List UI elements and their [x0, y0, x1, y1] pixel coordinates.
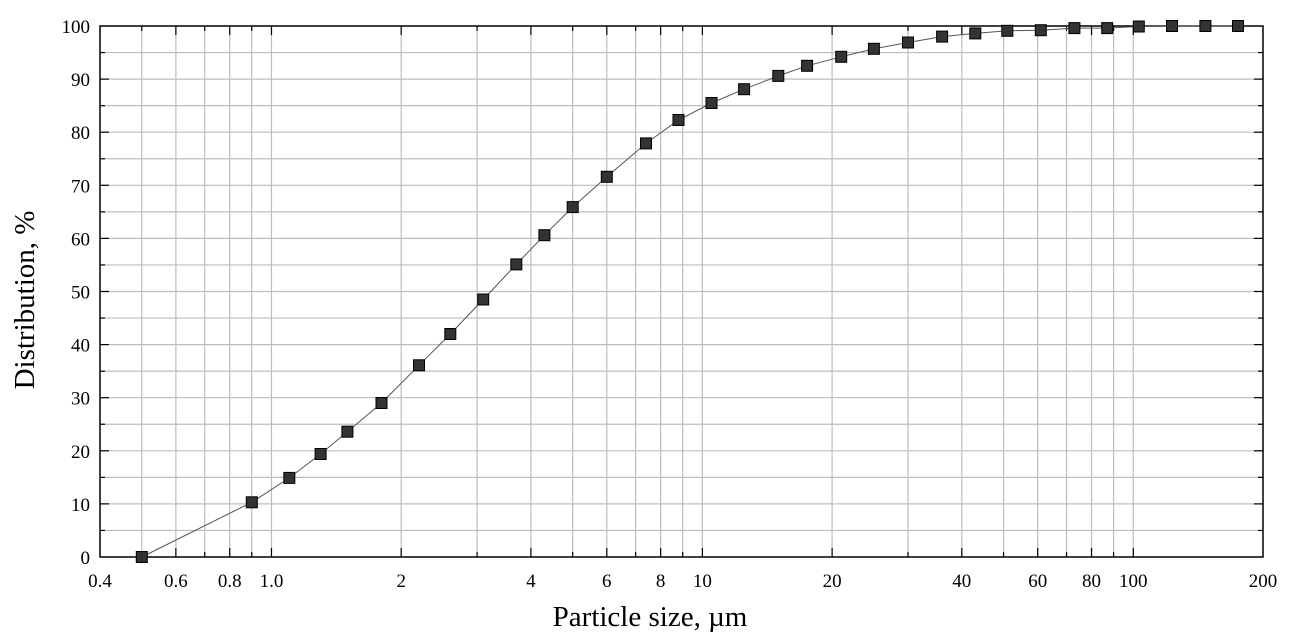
x-tick-label: 0.4: [88, 571, 112, 592]
y-tick-label: 20: [71, 442, 90, 463]
x-tick-label: 6: [602, 571, 612, 592]
data-point-marker: [902, 36, 914, 49]
data-point-marker: [341, 425, 354, 438]
data-point-marker: [1132, 20, 1145, 33]
data-point-marker: [245, 496, 258, 509]
data-point-marker: [801, 59, 814, 72]
data-point-marker: [1166, 20, 1178, 32]
y-tick-label: 60: [71, 229, 90, 250]
x-tick-label: 1.0: [260, 571, 284, 592]
data-point-marker: [1101, 22, 1114, 35]
x-tick-label: 80: [1082, 571, 1101, 592]
x-tick-label: 8: [656, 571, 666, 592]
data-point-marker: [772, 69, 785, 82]
data-point-marker: [600, 170, 613, 183]
y-tick-label: 10: [71, 495, 90, 516]
x-tick-label: 0.6: [164, 571, 188, 592]
x-tick-labels: 0.4 0.6 0.8 1.0 2 4 6 8 10 20 40 60 80 100 200: [88, 571, 1277, 592]
x-tick-label: 60: [1028, 571, 1047, 592]
x-tick-label: 100: [1119, 571, 1148, 592]
y-tick-labels: 0 10 20 30 40 50 60 70 80 90 100: [62, 17, 91, 569]
data-point-marker: [1034, 24, 1047, 37]
data-point-marker: [936, 30, 949, 43]
x-tick-label: 10: [693, 571, 712, 592]
data-point-marker: [135, 551, 148, 563]
data-point-marker: [444, 328, 457, 340]
grid-lines: [100, 26, 1263, 557]
data-point-marker: [477, 293, 490, 306]
data-point-marker: [1001, 24, 1014, 37]
data-point-marker: [314, 448, 327, 460]
data-point-marker: [969, 27, 982, 40]
y-tick-label: 70: [71, 176, 90, 197]
data-point-marker: [867, 42, 880, 55]
data-point-marker: [566, 201, 579, 214]
data-markers: [135, 20, 1244, 563]
data-point-marker: [1068, 22, 1081, 35]
data-point-marker: [375, 397, 388, 409]
x-tick-label: 2: [396, 571, 406, 592]
data-point-marker: [1232, 20, 1244, 32]
y-tick-label: 90: [71, 70, 90, 91]
y-tick-label: 100: [62, 17, 91, 38]
data-point-marker: [413, 359, 425, 372]
data-point-marker: [510, 258, 523, 271]
y-tick-label: 30: [71, 389, 90, 410]
data-point-marker: [1199, 20, 1212, 32]
y-tick-label: 40: [71, 336, 90, 357]
data-point-marker: [835, 50, 848, 63]
x-tick-label: 200: [1249, 571, 1278, 592]
axis-ticks: [100, 26, 1263, 557]
y-tick-label: 0: [81, 548, 91, 569]
data-point-marker: [672, 114, 685, 126]
data-point-marker: [705, 97, 718, 109]
y-tick-label: 50: [71, 283, 90, 304]
x-tick-label: 40: [952, 571, 971, 592]
y-tick-label: 80: [71, 123, 90, 144]
x-axis-title: Particle size, µm: [553, 601, 748, 633]
x-tick-label: 0.8: [218, 571, 242, 592]
data-point-marker: [538, 229, 551, 242]
x-tick-label: 20: [823, 571, 842, 592]
data-point-marker: [640, 137, 652, 150]
y-axis-title: Distribution, %: [9, 211, 41, 390]
x-tick-label: 4: [526, 571, 536, 592]
plot-frame: [99, 25, 1264, 558]
data-point-marker: [738, 83, 751, 96]
data-point-marker: [283, 471, 296, 484]
